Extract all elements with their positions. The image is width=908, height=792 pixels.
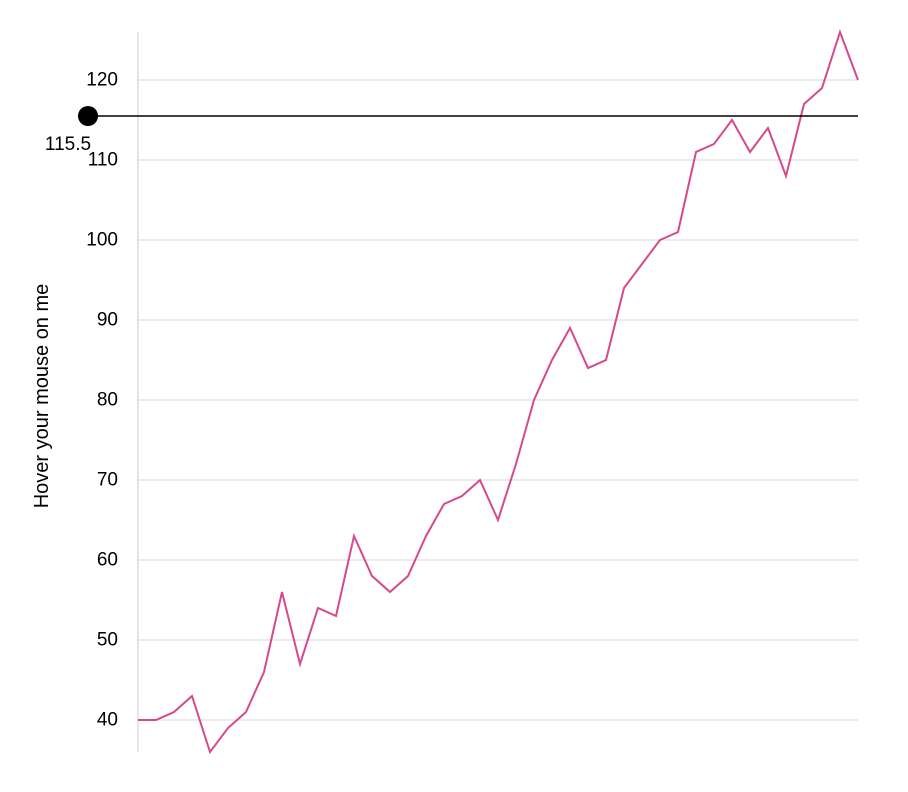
grid-lines xyxy=(138,79,858,721)
y-tick-label: 70 xyxy=(97,470,118,491)
crosshair-marker[interactable] xyxy=(78,106,98,126)
y-tick-label: 90 xyxy=(97,310,118,331)
y-tick-label: 110 xyxy=(88,150,118,171)
y-axis-label: Hover your mouse on me xyxy=(31,284,53,509)
crosshair-value-label: 115.5 xyxy=(45,134,91,155)
y-tick-label: 50 xyxy=(97,630,118,651)
y-tick-label: 100 xyxy=(86,230,118,251)
y-tick-label: 60 xyxy=(97,550,118,571)
y-tick-label: 120 xyxy=(86,70,118,91)
y-tick-label: 80 xyxy=(97,390,118,411)
series-group[interactable] xyxy=(138,28,859,755)
crosshair[interactable]: 115.5 xyxy=(45,106,858,155)
series-line[interactable] xyxy=(138,28,859,755)
y-tick-label: 40 xyxy=(97,710,118,731)
y-axis-ticks: 40 50 60 70 80 90 100 110 120 xyxy=(86,70,118,731)
